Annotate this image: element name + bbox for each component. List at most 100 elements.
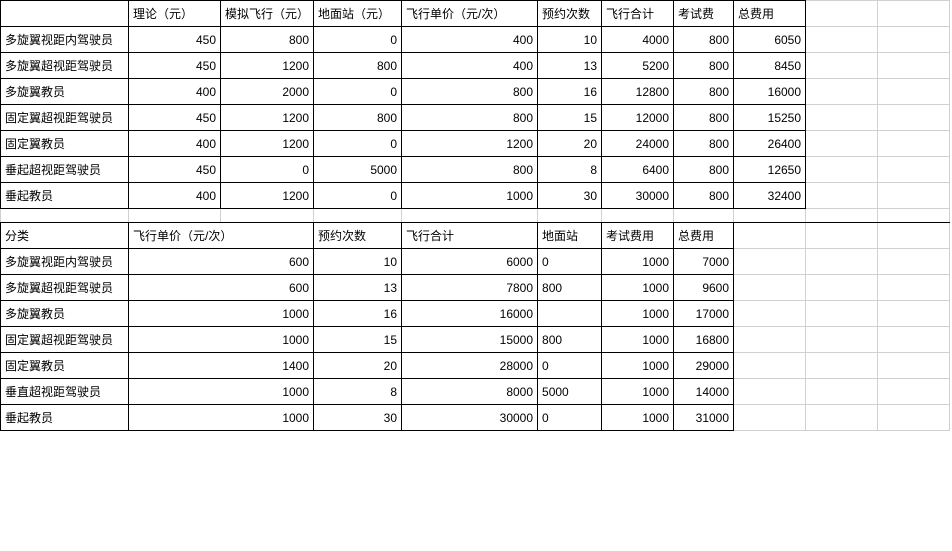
empty-cell [734,379,806,405]
table2-header-cell: 飞行单价（元/次） [129,223,314,249]
row-label: 多旋翼超视距驾驶员 [1,275,129,301]
value-cell: 15000 [402,327,538,353]
value-cell: 800 [402,79,538,105]
empty-cell [878,275,950,301]
spacer-cell [129,209,221,223]
table1-header-row: 理论（元）模拟飞行（元）地面站（元）飞行单价（元/次）预约次数飞行合计考试费总费… [1,1,950,27]
table1-header-cell: 理论（元） [129,1,221,27]
value-cell: 8450 [734,53,806,79]
spacer-cell [402,209,538,223]
value-cell: 800 [402,105,538,131]
value-cell: 1000 [402,183,538,209]
table1-header-cell: 总费用 [734,1,806,27]
empty-cell [806,79,878,105]
empty-cell [734,353,806,379]
value-cell: 8000 [402,379,538,405]
table2-row: 多旋翼视距内驾驶员600106000010007000 [1,249,950,275]
table1-row: 固定翼超视距驾驶员4501200800800151200080015250 [1,105,950,131]
empty-cell [878,27,950,53]
row-label: 多旋翼超视距驾驶员 [1,53,129,79]
table1-header-cell: 考试费 [674,1,734,27]
value-cell: 2000 [221,79,314,105]
empty-cell [806,379,878,405]
empty-cell [878,301,950,327]
value-cell: 20 [314,353,402,379]
empty-cell [734,327,806,353]
table1-header-cell: 预约次数 [538,1,602,27]
row-label: 多旋翼教员 [1,79,129,105]
value-cell [538,301,602,327]
value-cell: 17000 [674,301,734,327]
row-label: 多旋翼视距内驾驶员 [1,249,129,275]
value-cell: 0 [538,405,602,431]
table1-header-cell: 模拟飞行（元） [221,1,314,27]
empty-cell [878,53,950,79]
value-cell: 1200 [402,131,538,157]
value-cell: 1400 [129,353,314,379]
value-cell: 6050 [734,27,806,53]
value-cell: 15250 [734,105,806,131]
empty-cell [806,249,878,275]
table2-header-cell: 总费用 [674,223,734,249]
spacer-row [1,209,950,223]
value-cell: 16000 [402,301,538,327]
empty-cell [734,275,806,301]
value-cell: 15 [538,105,602,131]
value-cell: 4000 [602,27,674,53]
value-cell: 13 [314,275,402,301]
value-cell: 12000 [602,105,674,131]
value-cell: 1000 [602,249,674,275]
row-label: 固定翼超视距驾驶员 [1,327,129,353]
value-cell: 400 [402,53,538,79]
value-cell: 0 [314,183,402,209]
value-cell: 450 [129,27,221,53]
table2-row: 多旋翼超视距驾驶员60013780080010009600 [1,275,950,301]
spacer-cell [314,209,402,223]
value-cell: 30000 [402,405,538,431]
value-cell: 800 [221,27,314,53]
value-cell: 15 [314,327,402,353]
value-cell: 28000 [402,353,538,379]
spreadsheet-container: 理论（元）模拟飞行（元）地面站（元）飞行单价（元/次）预约次数飞行合计考试费总费… [0,0,952,431]
value-cell: 0 [314,27,402,53]
value-cell: 26400 [734,131,806,157]
table1-row: 多旋翼视距内驾驶员45080004001040008006050 [1,27,950,53]
table1-header-cell: 飞行合计 [602,1,674,27]
spacer-cell [806,209,878,223]
empty-cell [734,405,806,431]
value-cell: 10 [538,27,602,53]
value-cell: 12800 [602,79,674,105]
table2-row: 垂起教员100030300000100031000 [1,405,950,431]
row-label: 固定翼教员 [1,353,129,379]
empty-cell [806,223,878,249]
empty-cell [878,327,950,353]
value-cell: 800 [402,157,538,183]
empty-cell [878,131,950,157]
empty-cell [806,131,878,157]
table1-header-cell: 地面站（元） [314,1,402,27]
table2-header-cell: 飞行合计 [402,223,538,249]
value-cell: 16 [538,79,602,105]
value-cell: 16 [314,301,402,327]
value-cell: 1000 [129,405,314,431]
spacer-cell [674,209,734,223]
value-cell: 0 [314,79,402,105]
value-cell: 1000 [602,353,674,379]
empty-cell [878,249,950,275]
value-cell: 1200 [221,105,314,131]
value-cell: 800 [674,131,734,157]
value-cell: 0 [538,249,602,275]
value-cell: 9600 [674,275,734,301]
row-label: 垂直超视距驾驶员 [1,379,129,405]
value-cell: 800 [674,79,734,105]
empty-cell [806,353,878,379]
spacer-cell [734,209,806,223]
empty-cell [806,1,878,27]
value-cell: 1000 [602,379,674,405]
empty-cell [878,105,950,131]
row-label: 固定翼教员 [1,131,129,157]
value-cell: 14000 [674,379,734,405]
value-cell: 400 [129,79,221,105]
value-cell: 1000 [602,327,674,353]
value-cell: 400 [129,131,221,157]
